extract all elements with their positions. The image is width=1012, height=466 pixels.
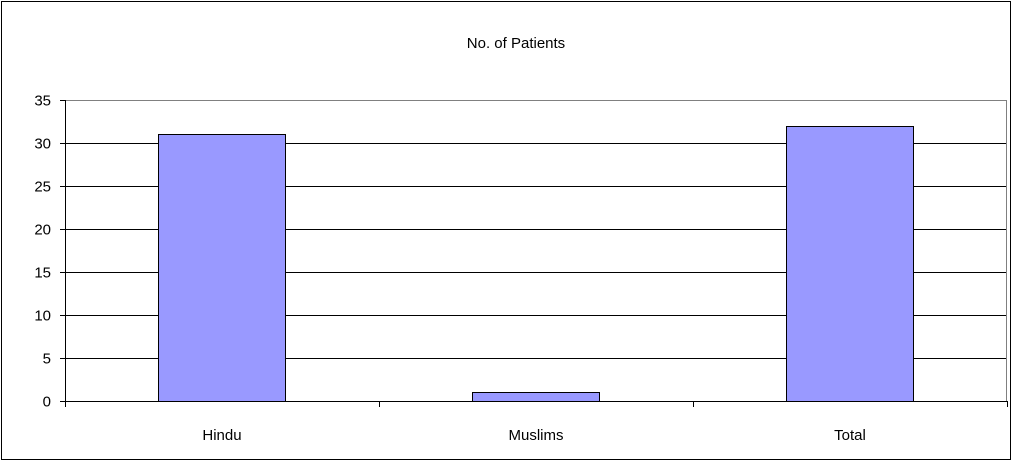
y-tick-label: 15 (34, 265, 51, 282)
y-tick-label: 20 (34, 222, 51, 239)
x-tick-label: Total (834, 427, 866, 444)
x-axis: Hindu Muslims Total (65, 401, 1008, 444)
bar-muslims (472, 392, 600, 402)
bar-total (786, 126, 914, 402)
y-axis: 0 5 10 15 20 25 30 35 (34, 93, 66, 411)
chart-title: No. of Patients (467, 35, 565, 52)
y-tick-label: 5 (43, 351, 51, 368)
y-tick-label: 35 (34, 93, 51, 110)
bar-hindu (158, 134, 286, 402)
y-tick-label: 0 (43, 394, 51, 411)
x-tick-label: Hindu (202, 427, 241, 444)
bars (158, 126, 914, 402)
y-tick-label: 30 (34, 136, 51, 153)
x-tick-label: Muslims (509, 427, 564, 444)
y-tick-label: 10 (34, 308, 51, 325)
y-tick-label: 25 (34, 179, 51, 196)
plot-area: 0 5 10 15 20 25 30 35 Hindu Muslims Total (34, 93, 1008, 444)
